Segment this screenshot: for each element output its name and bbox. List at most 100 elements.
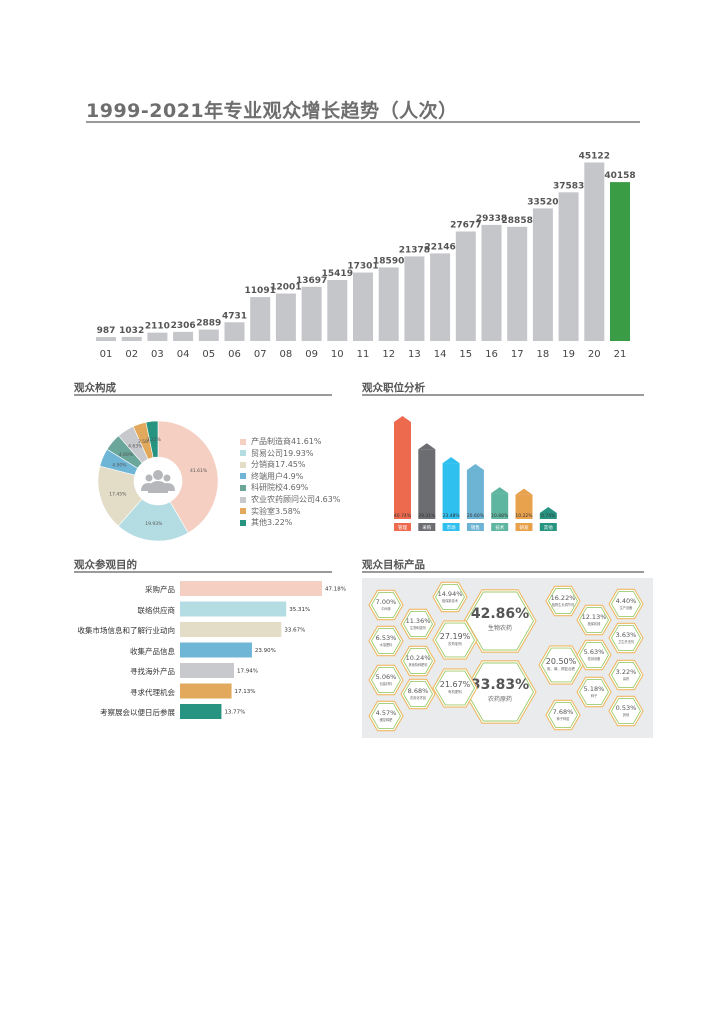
product-hexagon-inner [578, 606, 610, 634]
position-bar-cap [491, 487, 509, 494]
product-hexagon-inner [434, 622, 476, 658]
growth-tick-label: 04 [177, 349, 190, 360]
product-hexagon [576, 639, 612, 671]
growth-bar-value: 2889 [196, 319, 221, 329]
product-label: 其他 [623, 712, 630, 717]
donut-slice-label: 4.90% [112, 462, 127, 468]
position-bar [491, 493, 509, 519]
growth-bar [404, 256, 425, 341]
growth-bar-value: 11091 [245, 286, 276, 296]
section-title-purpose: 观众参观目的 [74, 559, 137, 571]
growth-bar [275, 293, 296, 341]
position-bar [466, 469, 484, 519]
growth-tick-label: 03 [151, 349, 164, 360]
growth-tick-label: 16 [485, 349, 498, 360]
section-rule [74, 394, 332, 396]
purpose-category-label: 联络供应商 [137, 605, 176, 615]
section-rule [362, 394, 644, 396]
donut-slice [118, 425, 149, 464]
position-bar-value: 10.22% [515, 513, 533, 519]
product-label: 有机肥料 [448, 689, 462, 694]
product-hexagon [400, 678, 436, 710]
hex-background [362, 578, 653, 738]
position-bar-value: 23.48% [443, 513, 461, 519]
product-hexagon [368, 700, 404, 732]
product-hexagon-inner [547, 587, 579, 615]
product-hexagon-inner [370, 666, 402, 694]
purpose-category-label: 寻求代理机会 [130, 687, 175, 697]
legend-label: 农业农药顾问公司4.63% [251, 495, 341, 504]
product-hexagon [538, 645, 584, 685]
growth-bar-value: 33520 [527, 197, 558, 207]
position-bar-value: 29.31% [418, 513, 436, 519]
position-bar-cap [539, 507, 557, 513]
growth-bar-value: 27677 [450, 220, 481, 230]
title-rule [86, 121, 640, 123]
growth-bar [301, 286, 322, 341]
product-percentage: 0.53% [616, 704, 637, 712]
product-label: 生物农药 [488, 624, 512, 632]
growth-bar [121, 336, 142, 341]
growth-bar [173, 331, 194, 341]
growth-tick-label: 15 [459, 349, 472, 360]
growth-bar [353, 272, 373, 341]
section-rule [362, 571, 644, 573]
growth-bar-value: 18590 [373, 256, 404, 266]
growth-bar [430, 253, 451, 341]
product-hexagon [368, 589, 404, 621]
legend-swatch [240, 484, 246, 491]
product-percentage: 6.53% [376, 634, 397, 642]
legend-swatch [240, 519, 246, 526]
growth-bar [198, 329, 219, 341]
donut-slice-label: 19.93% [145, 521, 163, 527]
product-hexagon-inner [610, 697, 642, 725]
growth-tick-label: 21 [614, 349, 627, 360]
product-hexagon-inner [610, 661, 642, 689]
position-category-label: 采购 [422, 524, 431, 531]
legend-item: 科研院校4.69% [240, 482, 308, 493]
purpose-category-label: 考察展会以便日后参展 [100, 708, 175, 717]
growth-tick-label: 06 [228, 349, 241, 360]
position-category-tag [442, 523, 460, 531]
growth-bar-value: 2306 [171, 321, 196, 331]
growth-bar-value: 45122 [579, 151, 610, 161]
purpose-bar [180, 581, 322, 596]
legend-label: 实验室3.58% [251, 506, 301, 516]
product-hexagon [545, 585, 581, 617]
legend-swatch [240, 508, 246, 515]
purpose-bar [180, 622, 282, 637]
donut-slice [157, 420, 219, 534]
growth-bar [455, 231, 476, 341]
product-label: 氮、磷、钾复合肥 [547, 666, 575, 671]
purpose-bar-value: 33.67% [284, 628, 305, 634]
product-percentage: 3.22% [616, 668, 637, 676]
donut-slice-label: 4.63% [128, 444, 143, 450]
product-percentage: 42.86% [471, 606, 529, 622]
position-bar-value: 20.60% [467, 513, 485, 519]
growth-tick-label: 14 [434, 349, 447, 360]
product-hexagon [463, 660, 537, 724]
product-hexagon-inner [578, 678, 610, 706]
product-label: 植保新技术 [442, 598, 459, 603]
product-label: 检测设备 [588, 656, 602, 661]
growth-bar-value: 29338 [476, 214, 507, 224]
product-hexagon-inner [370, 591, 402, 619]
purpose-bar-value: 35.31% [289, 607, 310, 613]
position-category-label: 技术 [495, 524, 504, 531]
donut-slice-label: 17.45% [109, 491, 127, 497]
growth-tick-label: 10 [331, 349, 344, 360]
growth-bar-value: 37583 [553, 181, 584, 191]
product-hexagon [545, 699, 581, 731]
legend-swatch [240, 496, 246, 503]
donut-slice [97, 465, 143, 527]
growth-tick-label: 18 [537, 349, 550, 360]
position-bar-value: 0.74% [541, 513, 556, 519]
growth-tick-label: 11 [357, 349, 370, 360]
legend-swatch [240, 438, 246, 445]
position-bar-value: 40.74% [394, 513, 412, 519]
product-percentage: 33.83% [471, 677, 529, 693]
growth-tick-label: 07 [254, 349, 267, 360]
position-bar [515, 494, 533, 519]
